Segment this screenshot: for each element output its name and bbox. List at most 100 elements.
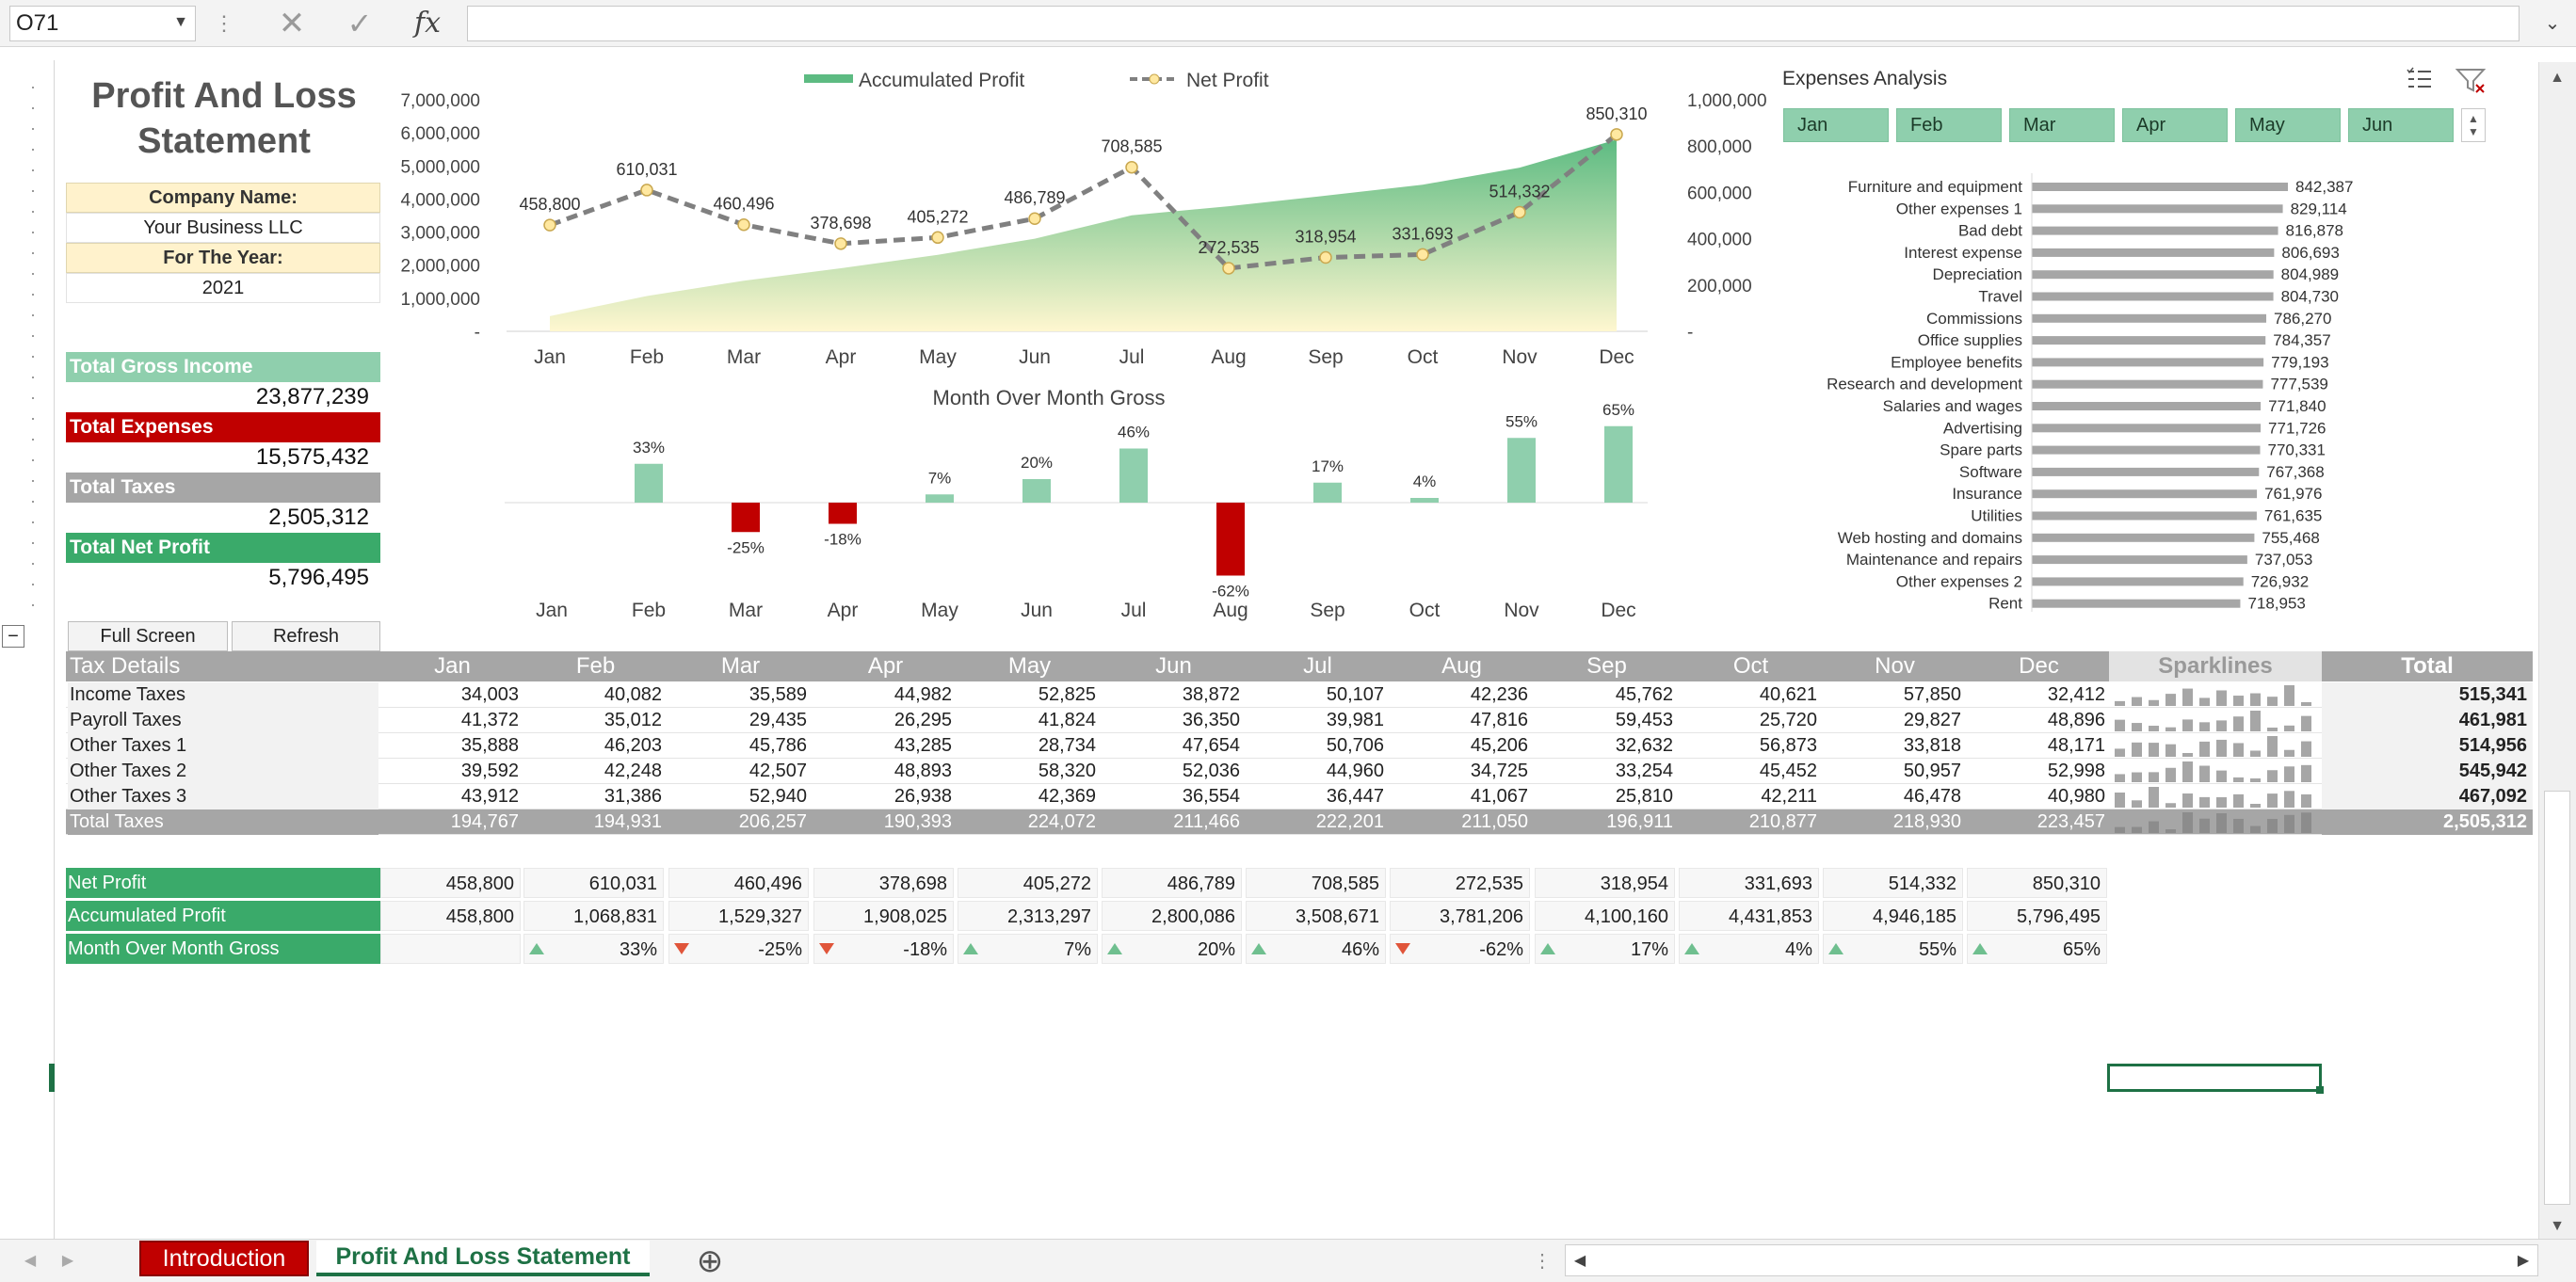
slicer-month-jan[interactable]: Jan [1783,108,1889,142]
tax-cell[interactable]: 36,447 [1326,786,1384,807]
tax-cell[interactable]: 35,589 [749,684,807,705]
profit-cell[interactable]: 514,332 [1823,868,1963,898]
tax-cell[interactable]: 38,872 [1182,684,1240,705]
enter-icon[interactable]: ✓ [346,7,373,40]
tax-cell[interactable]: 41,824 [1038,710,1096,730]
mom-cell[interactable]: 7% [958,934,1098,964]
mom-cell[interactable]: 17% [1535,934,1675,964]
tax-cell[interactable]: 25,720 [1759,710,1817,730]
mom-cell[interactable]: 4% [1679,934,1819,964]
tax-cell[interactable]: 56,873 [1759,735,1817,756]
mom-cell[interactable]: 46% [1246,934,1386,964]
tax-cell[interactable]: 47,816 [1470,710,1528,730]
tax-cell[interactable]: 35,012 [604,710,662,730]
tax-cell[interactable]: 42,369 [1038,786,1096,807]
tax-cell[interactable]: 194,767 [450,811,519,832]
mom-cell[interactable]: -25% [668,934,809,964]
full-screen-button[interactable]: Full Screen [68,621,228,651]
name-box[interactable]: O71 [9,6,196,41]
tax-cell[interactable]: 33,818 [1903,735,1961,756]
tax-cell[interactable]: 50,957 [1903,761,1961,781]
tax-cell[interactable]: 25,810 [1615,786,1673,807]
tax-cell[interactable]: 32,632 [1615,735,1673,756]
tab-split-icon[interactable]: ⋮ [1533,1250,1552,1272]
tax-cell[interactable]: 43,912 [460,786,519,807]
collapse-group-button[interactable]: − [2,625,24,648]
tax-cell[interactable]: 46,478 [1903,786,1961,807]
tax-cell[interactable]: 44,960 [1326,761,1384,781]
slicer-month-feb[interactable]: Feb [1896,108,2002,142]
mom-cell[interactable]: 20% [1102,934,1242,964]
tax-cell[interactable]: 28,734 [1038,735,1096,756]
tax-cell[interactable]: 44,982 [894,684,952,705]
tax-cell[interactable]: 52,825 [1038,684,1096,705]
tax-cell[interactable]: 210,877 [1748,811,1817,832]
tax-cell[interactable]: 52,940 [749,786,807,807]
tax-cell[interactable]: 42,236 [1470,684,1528,705]
mom-cell[interactable]: 65% [1967,934,2107,964]
tax-cell[interactable]: 40,621 [1759,684,1817,705]
profit-cell[interactable]: 331,693 [1679,868,1819,898]
scroll-right-icon[interactable]: ▶ [2517,1253,2530,1269]
profit-cell[interactable]: 486,789 [1102,868,1242,898]
tax-cell[interactable]: 196,911 [1606,811,1673,832]
tax-cell[interactable]: 194,931 [593,811,662,832]
scrollbar-thumb[interactable] [2544,791,2570,1205]
more-options-icon[interactable]: ⋮ [214,11,234,35]
insert-function-icon[interactable]: fx [413,6,442,40]
tax-cell[interactable]: 222,201 [1315,811,1384,832]
profit-cell[interactable]: 272,535 [1390,868,1530,898]
tax-cell[interactable]: 52,998 [2047,761,2105,781]
tax-cell[interactable]: 29,435 [749,710,807,730]
sheet-tab-1[interactable]: Profit And Loss Statement [316,1241,650,1276]
tax-cell[interactable]: 40,082 [604,684,662,705]
tax-cell[interactable]: 31,386 [604,786,662,807]
clear-filter-icon[interactable] [2455,69,2487,93]
profit-cell[interactable]: 318,954 [1535,868,1675,898]
company-name-value[interactable]: Your Business LLC [66,213,380,243]
tax-cell[interactable]: 36,350 [1182,710,1240,730]
refresh-button[interactable]: Refresh [232,621,380,651]
tax-cell[interactable]: 48,893 [894,761,952,781]
tax-cell[interactable]: 33,254 [1615,761,1673,781]
mom-cell[interactable]: 33% [523,934,664,964]
tax-cell[interactable]: 45,786 [749,735,807,756]
profit-cell[interactable]: 708,585 [1246,868,1386,898]
tax-cell[interactable]: 35,888 [460,735,519,756]
tax-cell[interactable]: 48,896 [2047,710,2105,730]
tax-cell[interactable]: 26,295 [894,710,952,730]
sheet-tab-0[interactable]: Introduction [139,1241,309,1276]
tax-cell[interactable]: 50,107 [1326,684,1384,705]
slicer-month-may[interactable]: May [2235,108,2341,142]
profit-cell[interactable]: 3,781,206 [1390,901,1530,931]
selected-cell[interactable] [2107,1064,2322,1092]
profit-cell[interactable]: 460,496 [668,868,809,898]
tax-cell[interactable]: 26,938 [894,786,952,807]
profit-cell[interactable]: 1,529,327 [668,901,809,931]
tax-cell[interactable]: 45,206 [1470,735,1528,756]
tax-cell[interactable]: 50,706 [1326,735,1384,756]
tax-cell[interactable]: 52,036 [1182,761,1240,781]
tax-cell[interactable]: 36,554 [1182,786,1240,807]
tax-cell[interactable]: 46,203 [604,735,662,756]
profit-cell[interactable]: 4,431,853 [1679,901,1819,931]
tax-cell[interactable]: 29,827 [1903,710,1961,730]
tax-cell[interactable]: 43,285 [894,735,952,756]
tax-cell[interactable]: 190,393 [883,811,952,832]
mom-cell[interactable]: -18% [813,934,954,964]
tax-cell[interactable]: 211,466 [1173,811,1240,832]
tax-cell[interactable]: 206,257 [738,811,807,832]
profit-cell[interactable]: 3,508,671 [1246,901,1386,931]
tax-cell[interactable]: 42,248 [604,761,662,781]
profit-cell[interactable]: 610,031 [523,868,664,898]
profit-cell[interactable]: 4,100,160 [1535,901,1675,931]
tax-cell[interactable]: 32,412 [2047,684,2105,705]
mom-cell[interactable] [380,934,521,964]
horizontal-scrollbar[interactable] [1565,1244,2538,1276]
slicer-scroll-icon[interactable]: ▲ ▼ [2461,108,2486,142]
tax-cell[interactable]: 224,072 [1027,811,1096,832]
profit-cell[interactable]: 378,698 [813,868,954,898]
slicer-month-jun[interactable]: Jun [2348,108,2454,142]
scroll-left-icon[interactable]: ◀ [1573,1253,1586,1269]
profit-cell[interactable]: 1,908,025 [813,901,954,931]
